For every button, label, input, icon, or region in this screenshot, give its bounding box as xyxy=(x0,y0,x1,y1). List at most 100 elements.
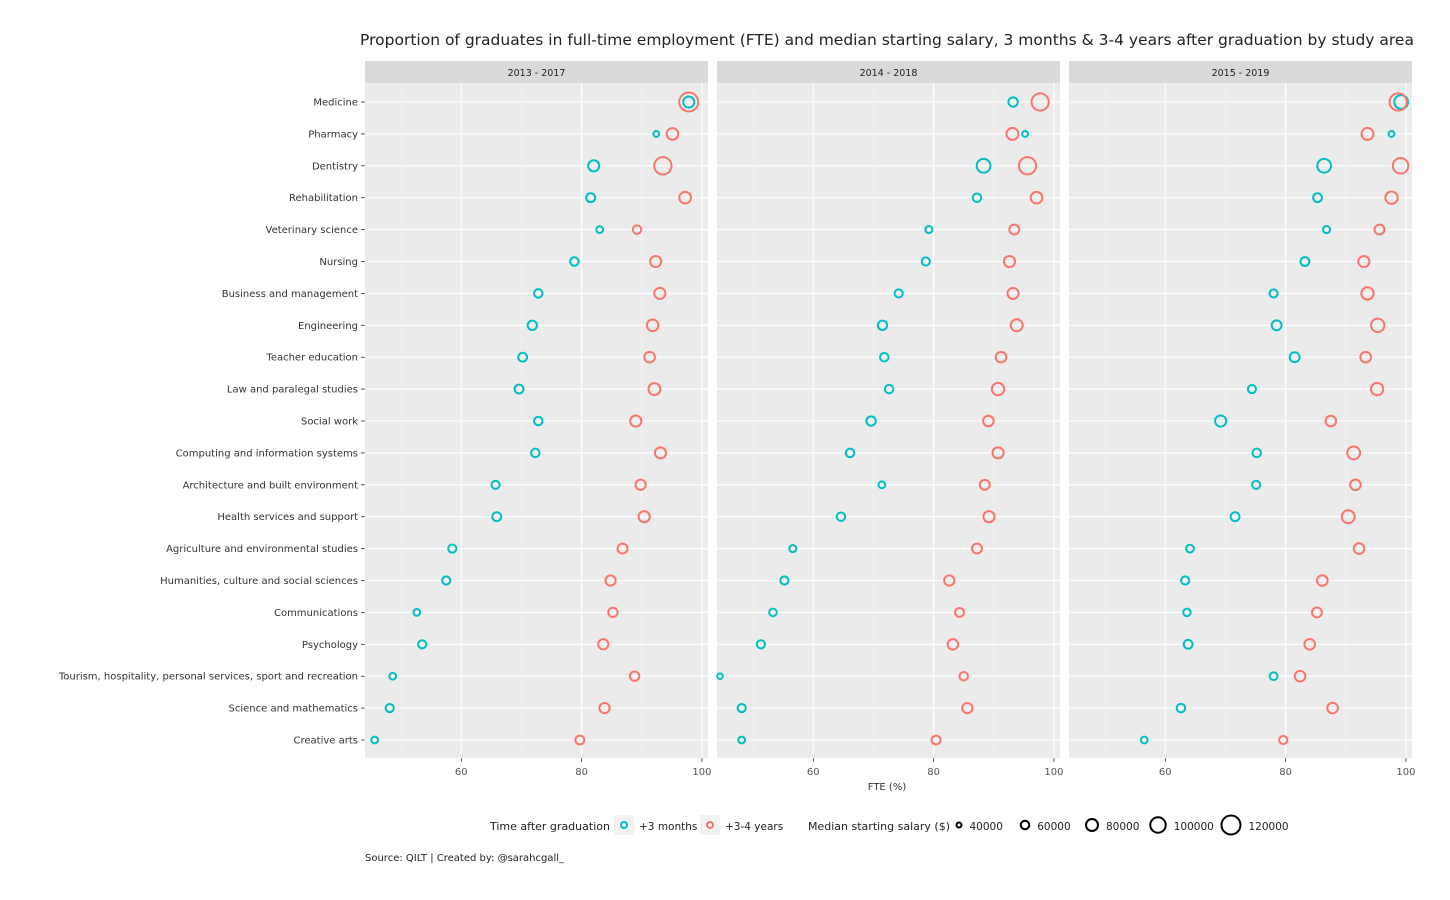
data-point xyxy=(388,671,398,681)
data-point xyxy=(1340,509,1356,525)
data-point xyxy=(629,414,643,428)
data-point xyxy=(1175,702,1187,714)
x-tick-label: 80 xyxy=(1279,767,1292,778)
data-point xyxy=(1021,129,1030,138)
x-tick-label: 60 xyxy=(807,767,820,778)
legend-size-label: 60000 xyxy=(1037,821,1070,833)
data-point xyxy=(1359,350,1372,364)
data-point xyxy=(441,575,452,586)
data-point xyxy=(678,91,700,113)
category-label: Nursing xyxy=(319,257,358,268)
x-tick-label: 100 xyxy=(692,767,711,778)
data-point xyxy=(597,638,610,651)
category-label: Agriculture and environmental studies xyxy=(166,544,358,555)
category-label: Psychology xyxy=(302,640,358,651)
category-label: Teacher education xyxy=(265,353,358,364)
data-point xyxy=(1139,735,1149,745)
data-point xyxy=(1310,606,1323,619)
data-point xyxy=(1303,638,1317,651)
data-point xyxy=(1180,575,1191,586)
legend-color-marker xyxy=(620,821,628,829)
data-point xyxy=(634,478,647,491)
data-point xyxy=(1322,225,1332,235)
data-point xyxy=(1017,156,1038,176)
data-point xyxy=(946,638,960,651)
data-point xyxy=(1182,638,1194,650)
data-point xyxy=(370,735,380,745)
data-point xyxy=(971,542,983,555)
data-point xyxy=(975,157,992,174)
data-point xyxy=(595,225,605,234)
data-point xyxy=(1278,734,1289,746)
data-point xyxy=(1373,223,1386,236)
data-point xyxy=(990,381,1006,397)
data-point xyxy=(598,701,611,715)
data-point xyxy=(682,95,696,109)
data-point xyxy=(604,574,617,587)
data-point xyxy=(513,383,525,395)
data-point xyxy=(653,156,673,176)
data-point xyxy=(930,734,942,746)
data-point xyxy=(447,543,458,554)
data-point xyxy=(384,703,395,714)
data-point xyxy=(647,382,662,397)
data-point xyxy=(1029,190,1044,205)
category-label: Veterinary science xyxy=(266,225,358,236)
data-point xyxy=(585,192,597,204)
data-point xyxy=(958,670,969,682)
data-point xyxy=(1391,157,1410,175)
data-point xyxy=(1182,607,1192,618)
data-point xyxy=(954,606,965,618)
data-point xyxy=(526,319,538,331)
data-point xyxy=(587,159,601,173)
data-point xyxy=(517,351,529,363)
data-point xyxy=(1006,286,1020,300)
category-labels: Medicine Pharmacy Dentistry Rehabilitation V… xyxy=(58,98,365,747)
legend-size-label: 80000 xyxy=(1106,821,1139,833)
data-point xyxy=(991,446,1005,460)
data-point xyxy=(649,254,663,269)
data-point xyxy=(637,510,651,524)
data-point xyxy=(607,606,619,619)
data-point xyxy=(665,127,680,141)
legend-color-label: +3-4 years xyxy=(725,821,783,833)
facet-strip-label: 2015 - 2019 xyxy=(1212,68,1270,79)
legend-color-title: Time after graduation xyxy=(489,820,610,833)
data-point xyxy=(1326,701,1339,715)
category-label: Law and paralegal studies xyxy=(227,385,358,396)
data-point xyxy=(1030,92,1050,112)
category-label: Computing and information systems xyxy=(176,448,358,459)
data-point xyxy=(1346,445,1362,461)
data-point xyxy=(943,574,956,587)
data-point xyxy=(417,639,428,650)
data-point xyxy=(1312,192,1323,204)
category-label: Pharmacy xyxy=(308,129,358,140)
data-point xyxy=(1384,190,1399,205)
legend-size-marker xyxy=(1149,816,1167,834)
legend-size-label: 100000 xyxy=(1174,821,1214,833)
data-point xyxy=(653,446,668,460)
data-point xyxy=(893,288,904,299)
category-label: Architecture and built environment xyxy=(183,480,358,491)
legend-size-marker xyxy=(1085,818,1099,832)
data-point xyxy=(643,350,656,364)
x-tick-label: 80 xyxy=(575,767,588,778)
legend-key xyxy=(614,815,634,835)
data-point xyxy=(533,415,544,427)
legend-size-items: 40000 60000 80000 100000 120000 xyxy=(955,814,1289,836)
data-point xyxy=(490,479,501,490)
data-point xyxy=(982,510,996,524)
data-point xyxy=(678,190,692,205)
data-point xyxy=(530,447,541,459)
data-point xyxy=(971,192,983,203)
legend: Time after graduation +3 months +3-4 year… xyxy=(489,814,1289,836)
data-point xyxy=(1268,288,1279,299)
category-label: Medicine xyxy=(313,98,358,109)
data-point xyxy=(1388,92,1408,112)
x-axis-title: FTE (%) xyxy=(868,782,907,793)
facet-panel: 2014 - 2018 60 80 100 xyxy=(716,61,1064,778)
chart-title: Proportion of graduates in full-time emp… xyxy=(360,31,1414,49)
data-point xyxy=(1393,94,1410,110)
data-point xyxy=(1007,96,1019,108)
